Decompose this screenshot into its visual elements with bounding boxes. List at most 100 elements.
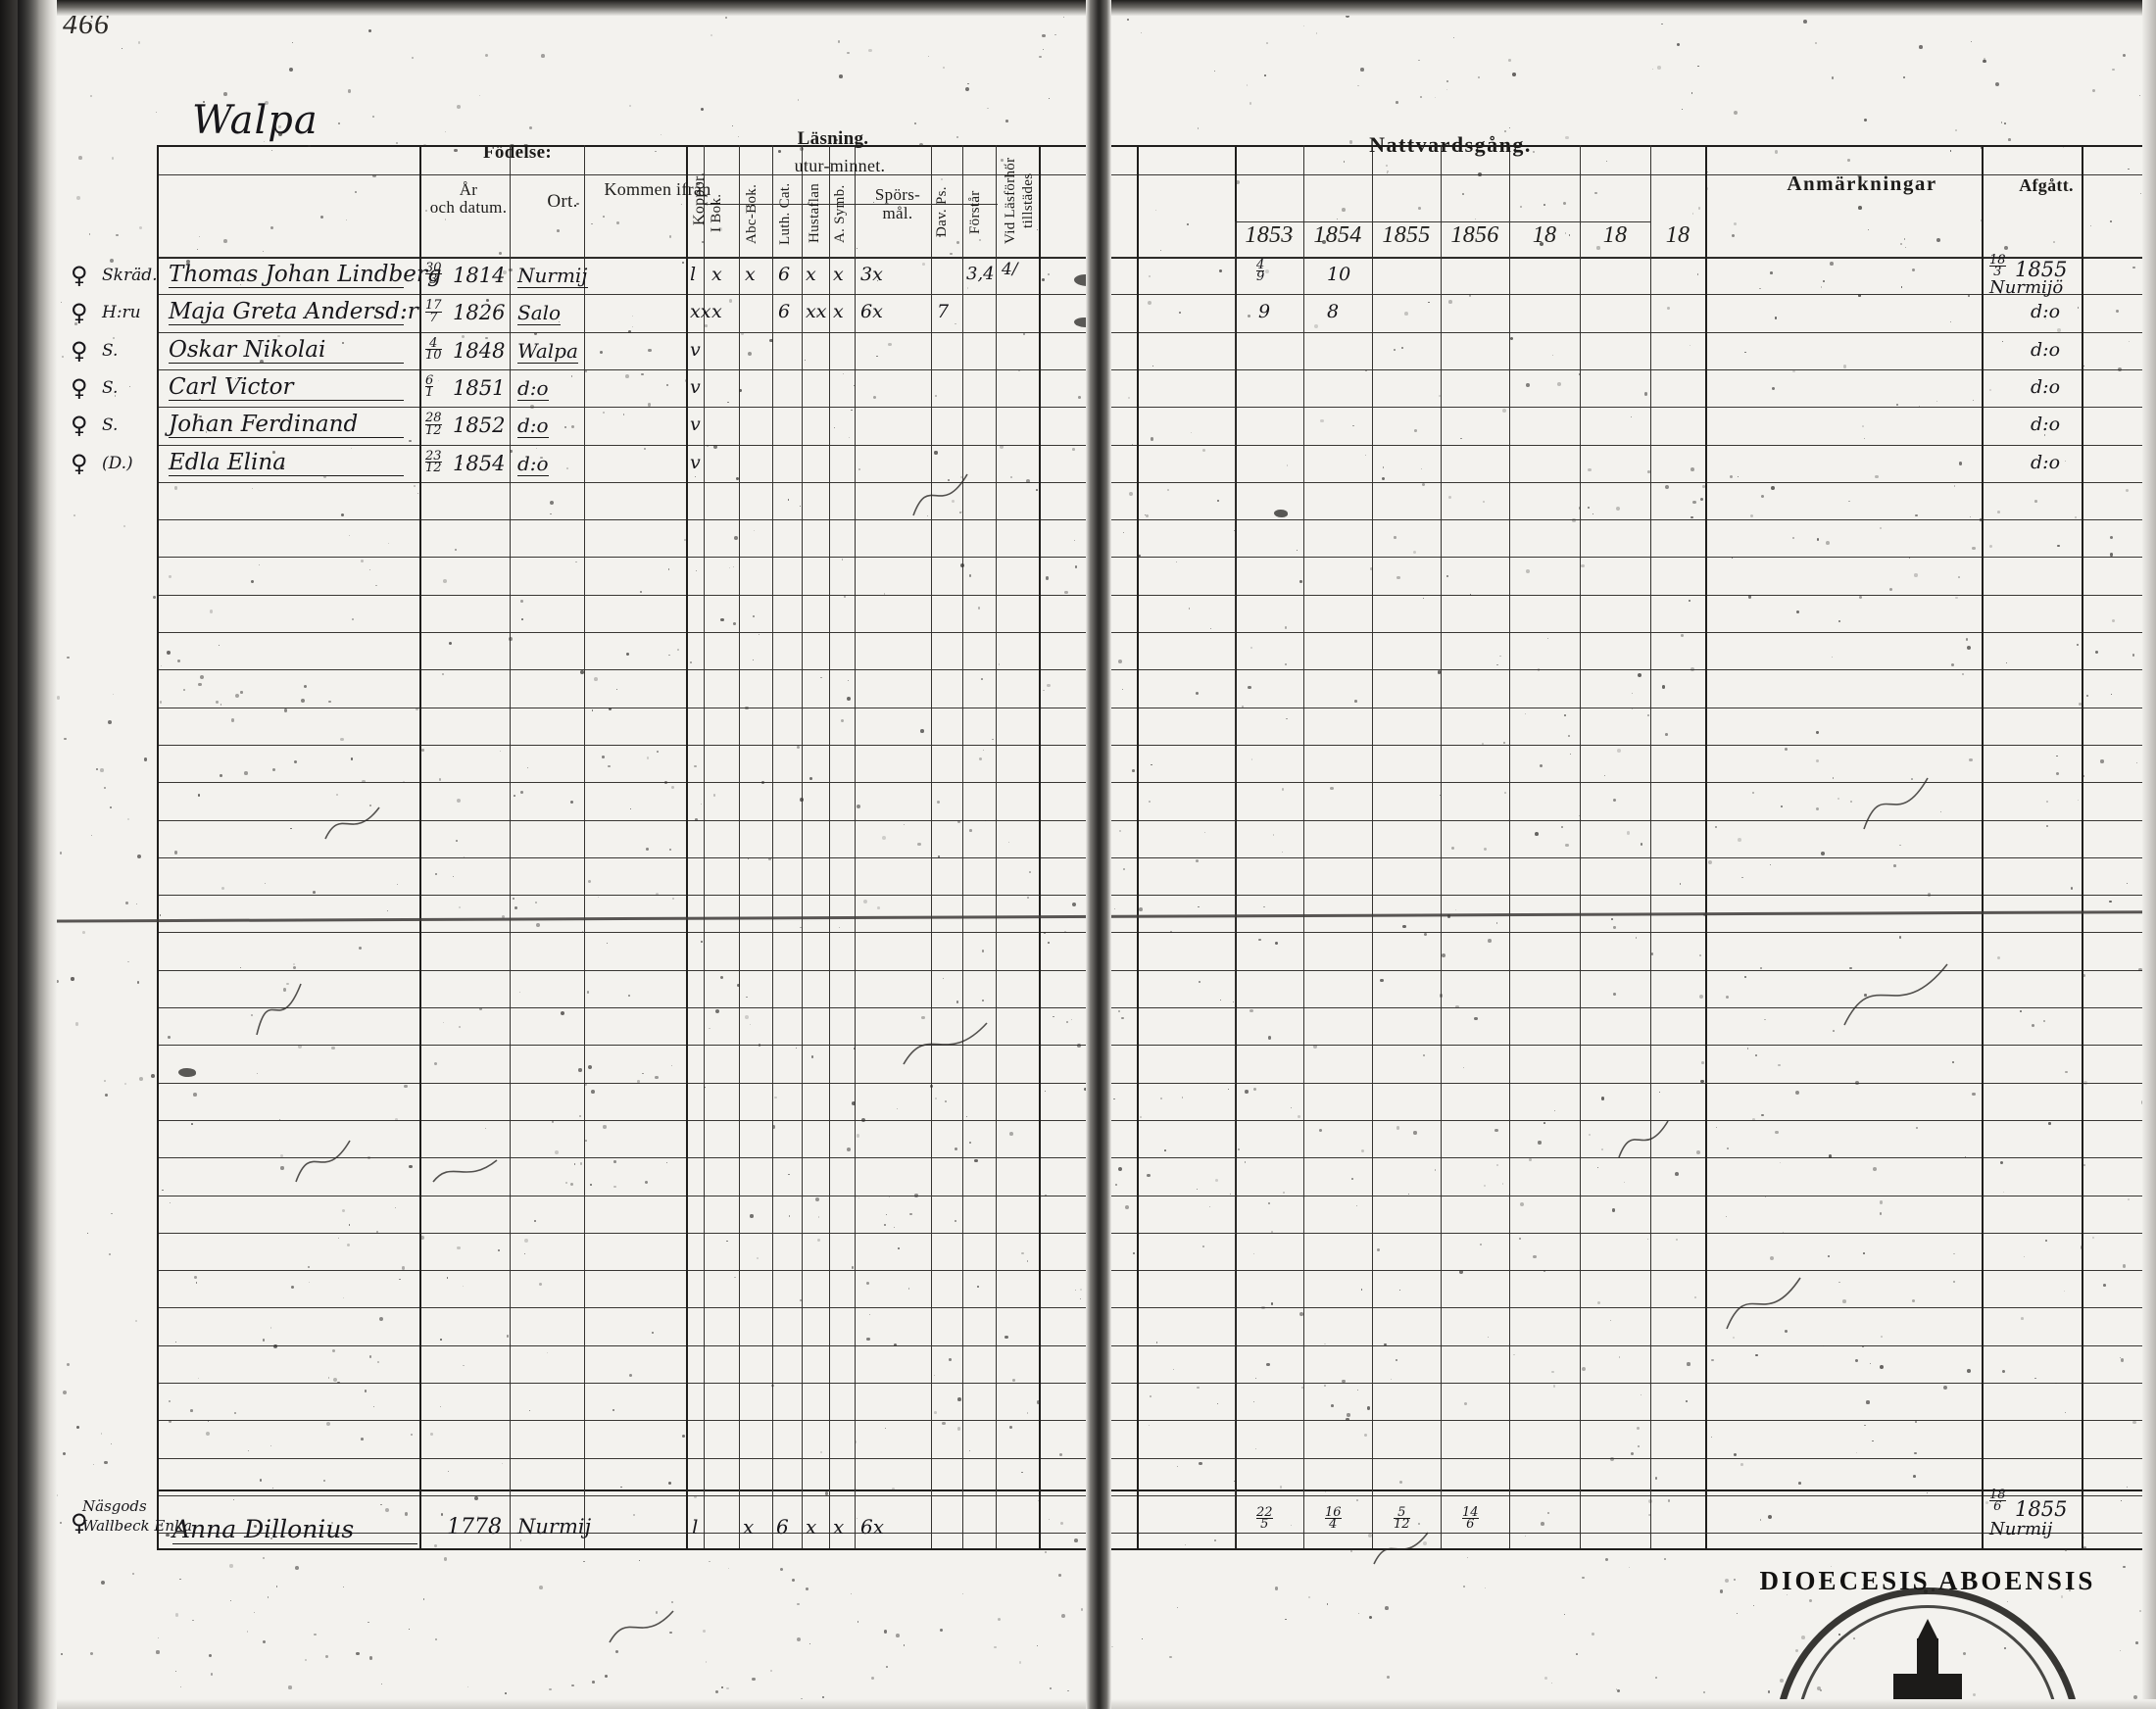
scan-speck bbox=[371, 116, 374, 119]
row-rule bbox=[157, 368, 1196, 370]
scan-speck bbox=[444, 130, 447, 133]
row-birth-place-1: Salo bbox=[517, 301, 562, 326]
scan-speck bbox=[33, 267, 38, 271]
column-rule bbox=[419, 145, 421, 1548]
scan-speck bbox=[1049, 1687, 1052, 1690]
scan-speck bbox=[111, 156, 115, 160]
scan-speck bbox=[1779, 1678, 1784, 1683]
scan-speck bbox=[18, 1598, 21, 1601]
row-rule bbox=[1137, 481, 2156, 483]
scan-speck bbox=[347, 88, 352, 93]
scan-speck bbox=[1816, 1685, 1821, 1690]
row-birth-daymonth-0: 30 3 bbox=[425, 261, 442, 288]
scan-speck bbox=[74, 514, 75, 516]
scan-speck bbox=[1924, 1589, 1928, 1593]
header-smallpox: Koppor. bbox=[691, 171, 708, 226]
scan-speck bbox=[728, 1567, 730, 1569]
scan-speck bbox=[179, 1685, 181, 1687]
scan-speck bbox=[1724, 1578, 1729, 1583]
row-rule bbox=[1235, 221, 1650, 222]
scan-speck bbox=[26, 1144, 31, 1148]
row-rule bbox=[1137, 1489, 2156, 1491]
scan-speck bbox=[782, 1704, 784, 1706]
scan-speck bbox=[1970, 40, 1972, 43]
column-rule bbox=[855, 145, 856, 1548]
column-rule bbox=[1982, 145, 1984, 1548]
scan-speck bbox=[368, 1656, 372, 1660]
scan-speck bbox=[1508, 126, 1510, 128]
scan-speck bbox=[123, 525, 126, 528]
row-rule bbox=[157, 294, 1196, 296]
scan-speck bbox=[262, 1556, 265, 1559]
row-name-2: Oskar Nikolai bbox=[169, 337, 404, 364]
scan-speck bbox=[821, 1696, 824, 1699]
bottom-communion-2: 5 12 bbox=[1394, 1505, 1410, 1533]
scan-speck bbox=[1676, 43, 1680, 47]
scan-speck bbox=[1446, 80, 1449, 83]
scan-speck bbox=[807, 9, 809, 12]
row-communion-1-1: 8 bbox=[1327, 301, 1340, 323]
header-birth-place: Ort. bbox=[547, 191, 578, 212]
scan-speck bbox=[109, 1253, 112, 1255]
column-rule bbox=[584, 145, 585, 1548]
row-status-2: S. bbox=[102, 340, 119, 361]
scan-speck bbox=[2139, 94, 2140, 96]
row-present-0: 4/ bbox=[1002, 260, 1018, 279]
scan-speck bbox=[116, 233, 119, 237]
scan-speck bbox=[61, 301, 63, 303]
row-rule bbox=[1137, 1457, 2156, 1459]
scan-speck bbox=[44, 384, 47, 386]
scan-speck bbox=[210, 1673, 213, 1676]
scan-speck bbox=[1690, 91, 1693, 94]
scan-speck bbox=[571, 1684, 574, 1686]
scan-speck bbox=[1478, 75, 1481, 78]
scan-speck bbox=[131, 1572, 135, 1576]
scan-speck bbox=[1420, 96, 1423, 99]
scan-speck bbox=[395, 142, 398, 145]
scan-speck bbox=[434, 1637, 437, 1640]
scan-speck bbox=[847, 51, 850, 55]
row-rule bbox=[157, 632, 1196, 633]
scan-speck bbox=[1042, 9, 1045, 12]
bottom-departed-year: 1855 bbox=[2015, 1497, 2068, 1521]
row-birth-place-5: d:o bbox=[517, 451, 549, 476]
scan-speck bbox=[1682, 108, 1684, 110]
scan-speck bbox=[1169, 1655, 1172, 1659]
scan-speck bbox=[1544, 1676, 1547, 1681]
column-rule bbox=[962, 145, 963, 1548]
scan-speck bbox=[2133, 1695, 2138, 1700]
row-departed-year-0: 1855 bbox=[2015, 258, 2068, 281]
scan-speck bbox=[1274, 1587, 1279, 1590]
row-departed-place-3: d:o bbox=[2031, 375, 2061, 398]
scan-speck bbox=[127, 961, 129, 963]
scan-speck bbox=[1838, 1634, 1841, 1636]
scan-speck bbox=[2143, 1657, 2148, 1662]
scan-speck bbox=[541, 54, 545, 58]
scan-speck bbox=[1937, 1693, 1938, 1694]
scan-speck bbox=[31, 1400, 35, 1404]
scan-speck bbox=[21, 479, 24, 481]
scan-speck bbox=[40, 664, 43, 668]
scan-speck bbox=[229, 1564, 233, 1568]
scan-speck bbox=[9, 372, 11, 374]
row-name-0: Thomas Johan Lindberg bbox=[169, 262, 442, 288]
row-rule bbox=[157, 257, 1196, 258]
row-smallpox-3: v bbox=[690, 375, 701, 398]
scan-speck bbox=[779, 1568, 783, 1572]
scan-speck bbox=[1830, 1565, 1832, 1567]
bottom-a-symb: x bbox=[833, 1515, 845, 1538]
column-rule bbox=[1705, 145, 1707, 1548]
row-abc-book-0: x bbox=[745, 264, 756, 285]
location-heading: Walpa bbox=[192, 98, 318, 143]
row-birth-daymonth-2: 4 10 bbox=[425, 335, 442, 364]
row-rule bbox=[1137, 1383, 2156, 1384]
scan-speck bbox=[724, 16, 727, 19]
scan-speck bbox=[1753, 1604, 1755, 1606]
scan-speck bbox=[156, 1650, 160, 1654]
scan-speck bbox=[89, 94, 92, 97]
scan-speck bbox=[1054, 34, 1056, 36]
header-birth-year-date: År och datum. bbox=[429, 180, 508, 217]
column-rule bbox=[931, 145, 932, 1548]
scan-speck bbox=[1350, 1549, 1353, 1553]
header-questions: Spörs- mål. bbox=[874, 185, 921, 222]
